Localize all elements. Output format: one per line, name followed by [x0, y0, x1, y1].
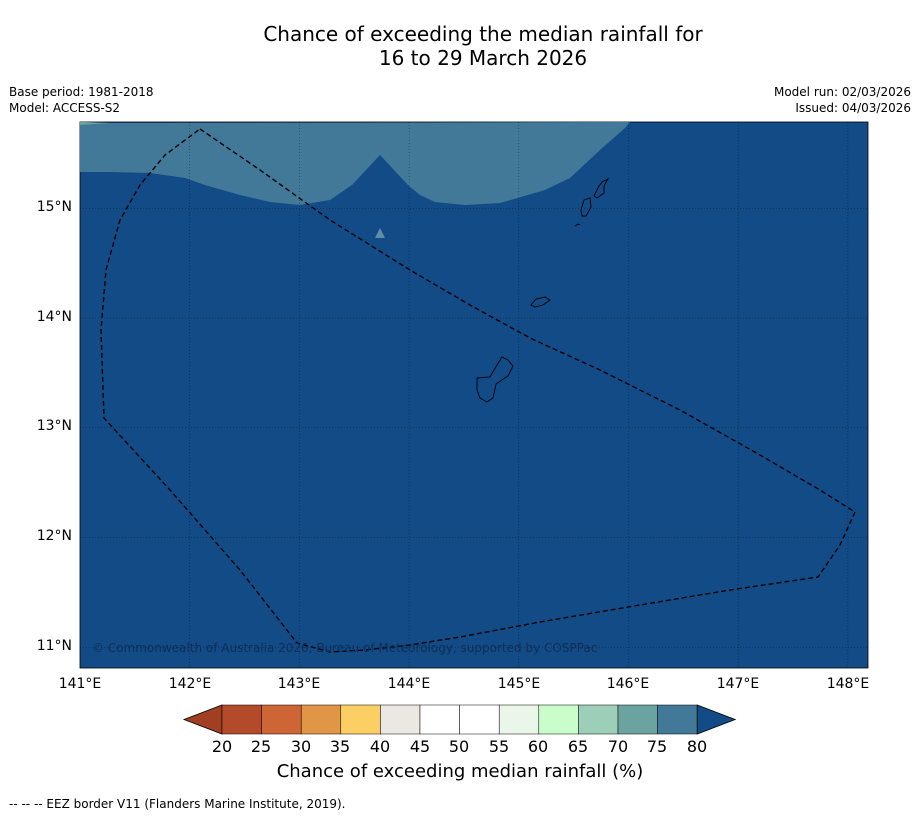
colorbar-label-75: 75: [646, 737, 668, 756]
lat-tick-14: 14°N: [36, 309, 72, 325]
issued-text: Issued: 04/03/2026: [795, 101, 911, 115]
lon-tick-145: 145°E: [497, 676, 541, 692]
colorbar-label-60: 60: [527, 737, 549, 756]
saipan-island: [593, 177, 610, 199]
small-region-marker: [375, 228, 385, 238]
rota-island: [530, 296, 551, 308]
guam-island: [476, 356, 514, 403]
colorbar-segment-35-40: [340, 704, 381, 735]
colorbar-label-65: 65: [567, 737, 589, 756]
colorbar-segment-25-30: [261, 704, 302, 735]
colorbar-label-40: 40: [369, 737, 391, 756]
land-outlines: [476, 177, 610, 403]
eez-border: [100, 128, 856, 653]
colorbar-segment-60-65: [538, 704, 579, 735]
map-title-line2: 16 to 29 March 2026: [378, 46, 588, 70]
colorbar-segment-20-25: [221, 704, 262, 735]
colorbar-segment-55-60: [498, 704, 540, 735]
base-period-text: Base period: 1981-2018: [9, 85, 154, 99]
lon-tick-146: 146°E: [606, 676, 650, 692]
model-text: Model: ACCESS-S2: [9, 101, 121, 115]
lon-tick-141: 141°E: [58, 676, 102, 692]
meta-right: Model run: 02/03/2026 Issued: 04/03/2026: [774, 84, 911, 116]
colorbar-segment-75-80: [657, 704, 698, 735]
colorbar-segment-50-55: [459, 704, 500, 735]
lon-tick-144: 144°E: [387, 676, 431, 692]
lat-tick-12: 12°N: [36, 528, 72, 544]
colorbar: [182, 704, 737, 735]
colorbar-label-30: 30: [290, 737, 312, 756]
model-run-text: Model run: 02/03/2026: [773, 85, 911, 99]
map-area: [79, 121, 869, 669]
tinian-island: [580, 197, 592, 217]
eez-footnote: -- -- -- EEZ border V11 (Flanders Marine…: [9, 797, 346, 811]
aguijan-island: [574, 223, 581, 227]
colorbar-label-45: 45: [409, 737, 431, 756]
lat-tick-15: 15°N: [36, 199, 72, 215]
colorbar-label-80: 80: [686, 737, 708, 756]
colorbar-under-arrow: [182, 704, 223, 735]
colorbar-label-70: 70: [607, 737, 629, 756]
meta-left: Base period: 1981-2018 Model: ACCESS-S2: [9, 84, 154, 116]
lon-tick-148: 148°E: [826, 676, 870, 692]
upper-probability-region: [80, 122, 630, 205]
colorbar-segment-65-70: [578, 704, 619, 735]
lat-tick-13: 13°N: [36, 418, 72, 434]
colorbar-label-35: 35: [329, 737, 351, 756]
colorbar-segment-45-50: [419, 704, 460, 735]
colorbar-label-50: 50: [448, 737, 470, 756]
colorbar-title: Chance of exceeding median rainfall (%): [276, 761, 644, 782]
colorbar-label-20: 20: [211, 737, 233, 756]
gridlines: [80, 122, 868, 668]
colorbar-segment-70-75: [617, 704, 658, 735]
copyright-text: © Commonwealth of Australia 2026, Bureau…: [92, 641, 598, 655]
lat-tick-11: 11°N: [36, 638, 72, 654]
lon-tick-147: 147°E: [716, 676, 760, 692]
lon-tick-143: 143°E: [277, 676, 321, 692]
colorbar-label-55: 55: [488, 737, 510, 756]
lighter-edge: [80, 122, 110, 125]
colorbar-segment-40-45: [380, 704, 421, 735]
colorbar-over-arrow: [696, 704, 737, 735]
lon-tick-142: 142°E: [168, 676, 212, 692]
colorbar-segment-30-35: [300, 704, 342, 735]
colorbar-label-25: 25: [250, 737, 272, 756]
map-title: Chance of exceeding the median rainfall …: [0, 22, 919, 70]
map-title-line1: Chance of exceeding the median rainfall …: [263, 22, 703, 46]
